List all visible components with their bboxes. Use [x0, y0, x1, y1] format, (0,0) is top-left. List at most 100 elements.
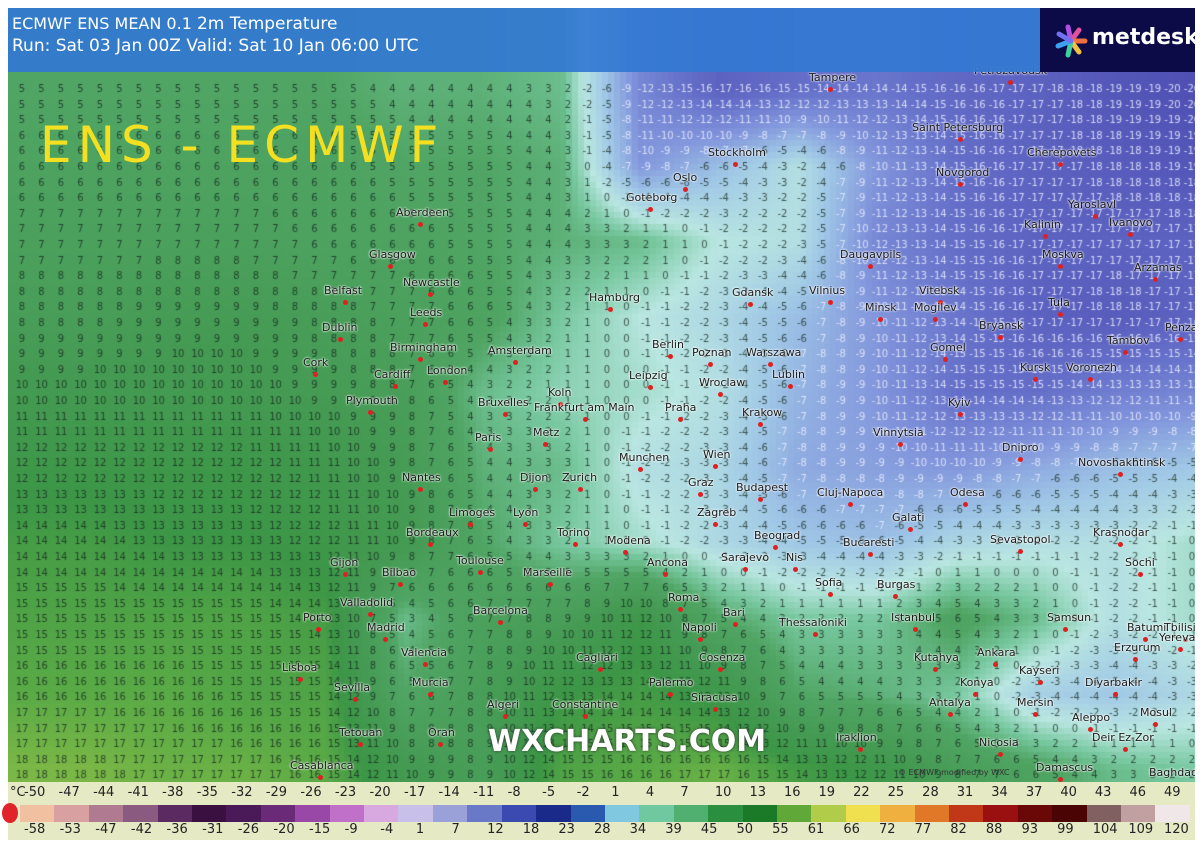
fahrenheit-tick-label: 45 — [700, 822, 718, 837]
city-label: Yaroslavl — [1068, 198, 1117, 211]
fahrenheit-tick-label: -47 — [95, 822, 117, 837]
city-label: Ankara — [977, 646, 1016, 659]
city-dot — [648, 207, 653, 212]
city-dot — [598, 667, 603, 672]
color-swatch — [1086, 805, 1121, 822]
city-label: Graz — [688, 476, 714, 489]
location-marker-icon — [2, 803, 18, 823]
city-dot — [768, 362, 773, 367]
city-dot — [933, 667, 938, 672]
city-label: Stockholm — [708, 146, 766, 159]
city-label: London — [427, 364, 468, 377]
city-dot — [1128, 232, 1133, 237]
color-bar — [20, 805, 1190, 822]
color-swatch — [914, 805, 949, 822]
city-dot — [358, 742, 363, 747]
celsius-tick-label: -5 — [542, 785, 556, 800]
city-dot — [1033, 712, 1038, 717]
city-dot — [343, 300, 348, 305]
city-label: Galati — [892, 511, 925, 524]
city-dot — [298, 677, 303, 682]
fahrenheit-tick-label: 104 — [1092, 822, 1118, 837]
celsius-tick-label: 1 — [611, 785, 620, 800]
city-label: Nis — [786, 551, 804, 564]
city-dot — [1118, 472, 1123, 477]
color-swatch — [501, 805, 537, 822]
city-label: Istanbul — [891, 611, 936, 624]
city-label: Praha — [665, 401, 697, 414]
celsius-tick-label: -35 — [196, 785, 218, 800]
city-label: Kursk — [1020, 361, 1051, 374]
city-dot — [438, 742, 443, 747]
temperature-map[interactable]: PetrozavodskTampereSaint PetersburgStock… — [8, 8, 1195, 782]
city-label: Oran — [428, 726, 455, 739]
city-label: Nantes — [402, 471, 441, 484]
city-label: Kalinin — [1024, 218, 1061, 231]
city-dot — [858, 747, 863, 752]
city-dot — [718, 392, 723, 397]
city-dot — [993, 662, 998, 667]
city-label: Leeds — [410, 306, 443, 319]
city-dot — [368, 612, 373, 617]
city-label: Penza — [1165, 321, 1195, 334]
color-swatch — [983, 805, 1018, 822]
metdesk-wordmark: metdesk — [1092, 25, 1195, 50]
city-label: Sarajevo — [721, 551, 770, 564]
city-dot — [868, 264, 873, 269]
city-dot — [423, 322, 428, 327]
city-label: Wroclaw — [699, 376, 746, 389]
city-dot — [913, 627, 918, 632]
fahrenheit-tick-label: -15 — [309, 822, 331, 837]
celsius-tick-label: -23 — [334, 785, 357, 800]
city-dot — [713, 707, 718, 712]
celsius-tick-label: 10 — [714, 785, 732, 800]
city-dot — [1008, 80, 1013, 85]
city-label: Murcia — [412, 676, 449, 689]
city-dot — [908, 527, 913, 532]
celsius-tick-label: 19 — [818, 785, 836, 800]
city-label: Torino — [557, 526, 590, 539]
metdesk-star-icon — [1055, 24, 1088, 58]
city-label: Odesa — [950, 486, 985, 499]
city-dot — [1038, 680, 1043, 685]
city-dot — [713, 464, 718, 469]
city-label: Deir Ez-Zor — [1092, 731, 1154, 744]
city-label: Leipzig — [629, 369, 668, 382]
celsius-tick-label: -41 — [127, 785, 149, 800]
fahrenheit-tick-label: 18 — [522, 822, 540, 837]
celsius-unit: °C — [10, 785, 26, 800]
color-swatch — [295, 805, 330, 822]
city-dot — [1058, 162, 1063, 167]
city-label: Bordeaux — [406, 526, 459, 539]
color-swatch — [673, 805, 709, 822]
color-swatch — [432, 805, 468, 822]
celsius-tick-label: 16 — [784, 785, 801, 800]
city-label: Dijon — [520, 471, 549, 484]
city-dot — [828, 300, 833, 305]
celsius-tick-label: -47 — [58, 785, 80, 800]
city-dot — [698, 637, 703, 642]
fahrenheit-tick-label: 93 — [1021, 822, 1039, 837]
city-dot — [668, 692, 673, 697]
run-valid-line: Run: Sat 03 Jan 00Z Valid: Sat 10 Jan 06… — [12, 36, 419, 56]
celsius-tick-label: -38 — [162, 785, 184, 800]
city-label: Modena — [607, 534, 651, 547]
color-swatch — [1155, 805, 1190, 822]
celsius-tick-label: 4 — [645, 785, 655, 800]
color-swatch — [845, 805, 881, 822]
city-dot — [678, 417, 683, 422]
city-label: Dublin — [322, 321, 358, 334]
city-label: Amsterdam — [488, 344, 552, 357]
city-dot — [503, 714, 508, 719]
city-label: Saint Petersburg — [912, 121, 1004, 134]
city-label: Gomel — [930, 341, 966, 354]
city-dot — [958, 137, 963, 142]
city-label: Bucaresti — [843, 536, 895, 549]
color-swatch — [639, 805, 674, 822]
city-dot — [748, 302, 753, 307]
city-dot — [498, 620, 503, 625]
city-dot — [963, 502, 968, 507]
city-label: Konya — [960, 676, 994, 689]
celsius-tick-label: -50 — [24, 785, 46, 800]
city-dot — [338, 337, 343, 342]
